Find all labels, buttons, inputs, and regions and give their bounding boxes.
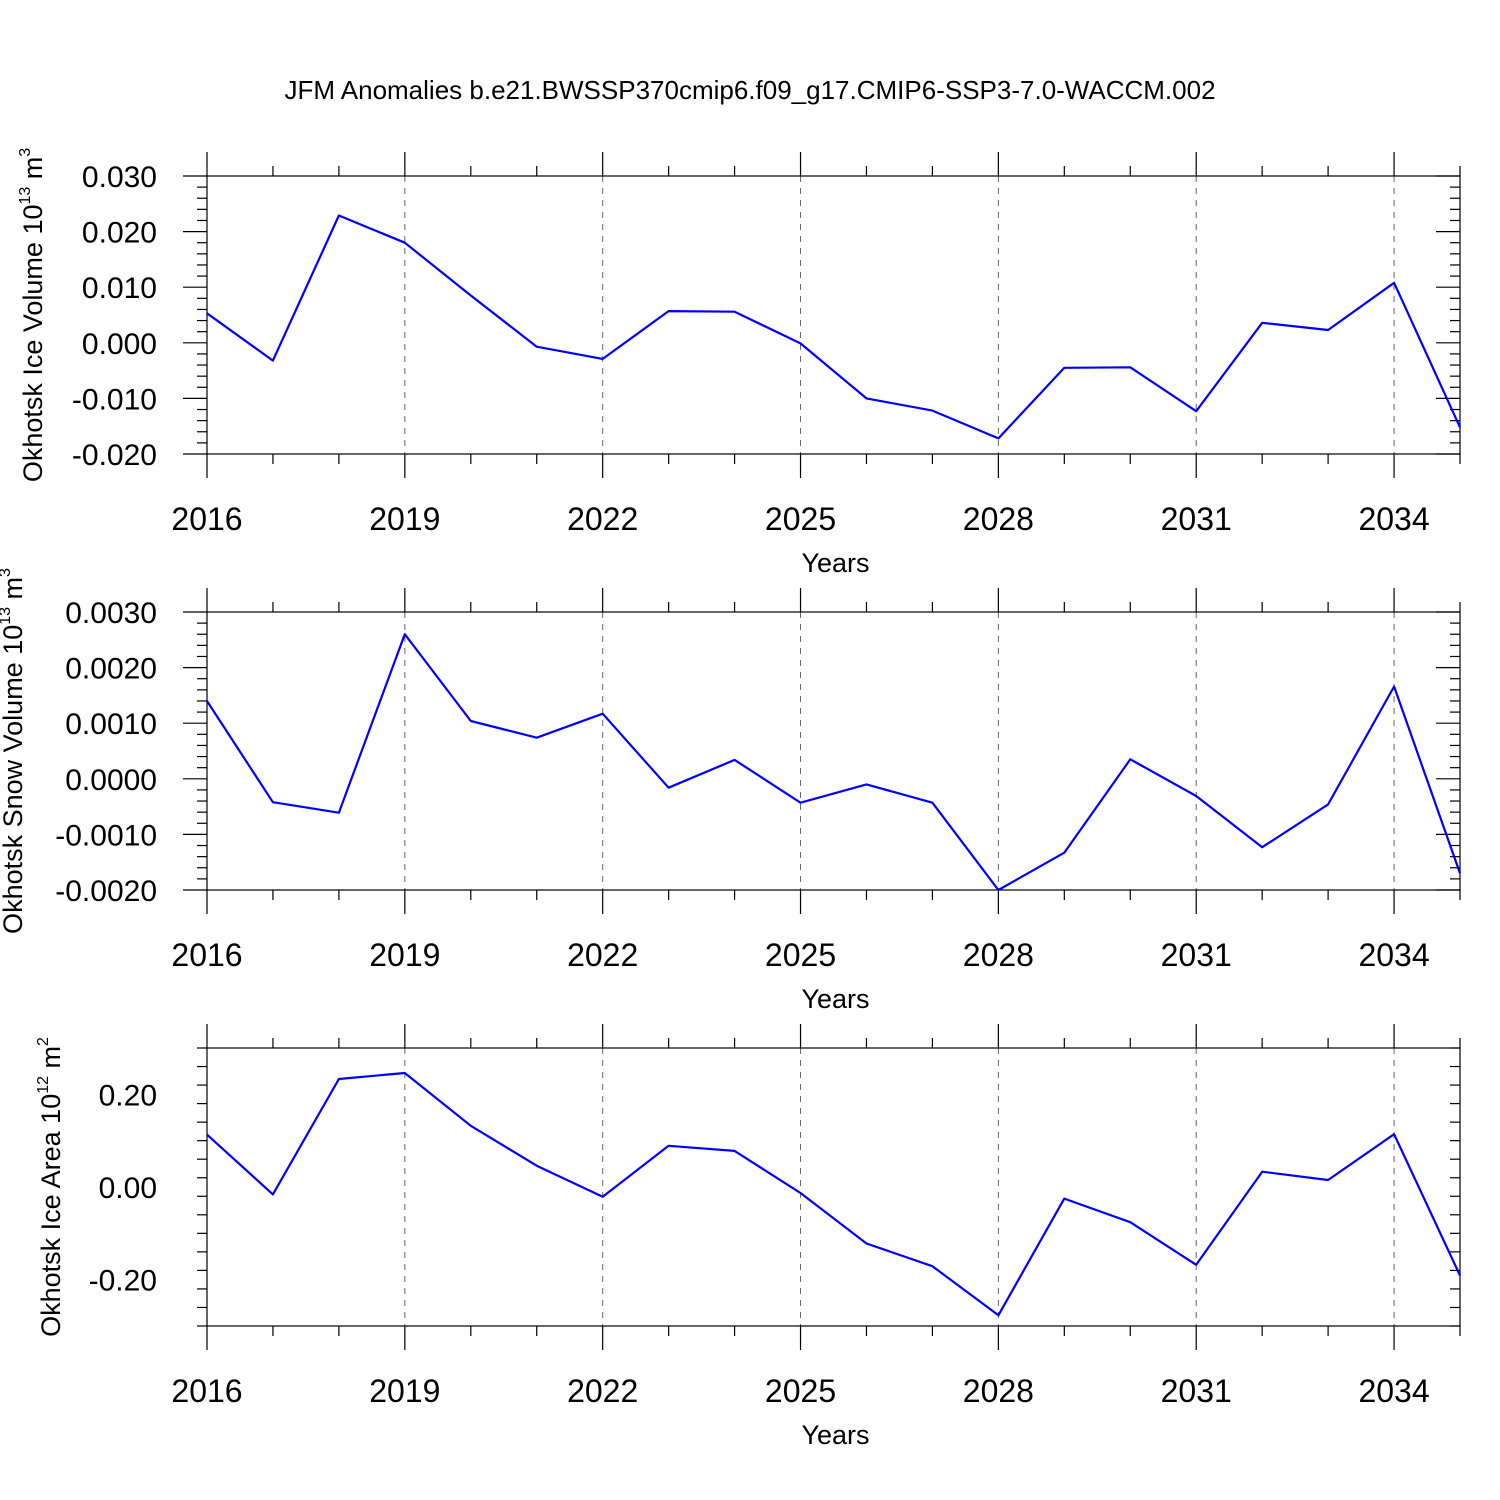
- x-tick-label: 2019: [369, 937, 440, 973]
- chart-title: JFM Anomalies b.e21.BWSSP370cmip6.f09_g1…: [284, 75, 1215, 105]
- x-tick-label: 2031: [1161, 937, 1232, 973]
- x-tick-label: 2019: [369, 1373, 440, 1409]
- panel-2: 2016 2019 2022 2025 2028 2031 2034 Years -0.0020…: [0, 568, 1462, 1014]
- x-tick-label: 2016: [171, 1373, 242, 1409]
- y-tick-label: 0.000: [82, 328, 157, 361]
- y-axis-label: Okhotsk Snow Volume 1013 m3: [0, 568, 28, 934]
- x-tick-label: 2022: [567, 501, 638, 537]
- x-tick-label: 2025: [765, 501, 836, 537]
- x-tick-label: 2034: [1358, 937, 1429, 973]
- x-axis-label: Years: [801, 548, 869, 578]
- y-tick-label: 0.010: [82, 272, 157, 305]
- x-tick-label: 2019: [369, 501, 440, 537]
- panels: 2016 2019 2022 2025 2028 2031 2034 Years -0.020 -…: [0, 148, 1462, 1450]
- plot-frame: [206, 1047, 1461, 1327]
- panel-3: 2016 2019 2022 2025 2028 2031 2034 Years -0.20 0.…: [35, 1024, 1461, 1450]
- x-tick-label: 2022: [567, 1373, 638, 1409]
- y-tick-label: 0.0010: [65, 708, 157, 741]
- x-tick-label: 2022: [567, 937, 638, 973]
- y-tick-label: 0.20: [99, 1079, 157, 1112]
- x-axis-label: Years: [801, 984, 869, 1014]
- x-tick-label: 2028: [963, 501, 1034, 537]
- y-axis-label: Okhotsk Ice Area 1012 m2: [35, 1037, 66, 1337]
- series-line-1: [206, 1071, 1461, 1317]
- y-tick-label: -0.010: [72, 383, 157, 416]
- y-tick-label: -0.0010: [55, 819, 157, 852]
- y-axis-label: Okhotsk Ice Volume 1013 m3: [17, 148, 48, 482]
- y-tick-label: 0.0030: [65, 597, 157, 630]
- y-tick-label: -0.020: [72, 439, 157, 472]
- plot-frame: [206, 175, 1461, 455]
- x-tick-label: 2028: [963, 1373, 1034, 1409]
- y-tick-label: -0.20: [89, 1265, 157, 1298]
- panel-1: 2016 2019 2022 2025 2028 2031 2034 Years -0.020 -…: [17, 148, 1462, 578]
- x-tick-label: 2031: [1161, 1373, 1232, 1409]
- series-line-1: [206, 633, 1462, 892]
- x-tick-label: 2031: [1161, 501, 1232, 537]
- x-tick-label: 2028: [963, 937, 1034, 973]
- plot-frame: [206, 611, 1461, 891]
- x-tick-label: 2016: [171, 501, 242, 537]
- y-tick-label: 0.00: [99, 1172, 157, 1205]
- x-tick-label: 2025: [765, 937, 836, 973]
- x-tick-label: 2016: [171, 937, 242, 973]
- y-tick-label: 0.020: [82, 217, 157, 250]
- y-tick-label: 0.0020: [65, 653, 157, 686]
- y-tick-label: -0.0020: [55, 875, 157, 908]
- x-tick-label: 2025: [765, 1373, 836, 1409]
- x-axis-label: Years: [801, 1420, 869, 1450]
- x-tick-label: 2034: [1358, 501, 1429, 537]
- x-tick-label: 2034: [1358, 1373, 1429, 1409]
- y-tick-label: 0.0000: [65, 764, 157, 797]
- series-line-1: [206, 214, 1462, 440]
- y-tick-label: 0.030: [82, 161, 157, 194]
